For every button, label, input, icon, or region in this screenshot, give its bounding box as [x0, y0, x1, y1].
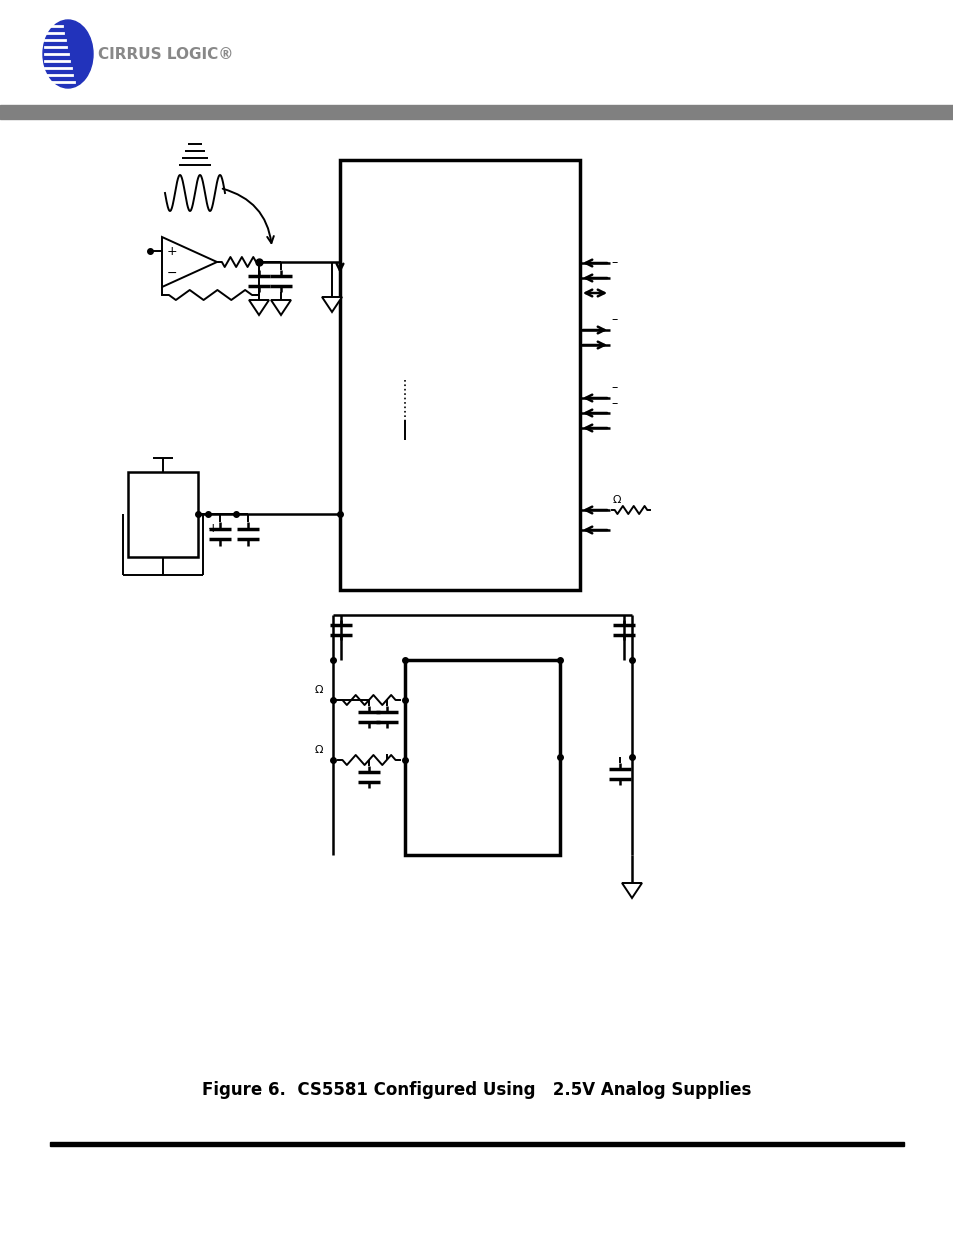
Bar — [405, 659, 559, 855]
Text: Figure 6.  CS5581 Configured Using   2.5V Analog Supplies: Figure 6. CS5581 Configured Using 2.5V A… — [202, 1081, 751, 1099]
Bar — [128, 472, 198, 557]
Text: −: − — [167, 267, 177, 279]
Text: +: + — [167, 245, 177, 258]
Polygon shape — [621, 883, 641, 898]
Text: Ω: Ω — [314, 685, 323, 695]
Text: –: – — [611, 398, 618, 410]
Ellipse shape — [43, 20, 92, 88]
FancyArrowPatch shape — [222, 189, 274, 243]
Bar — [50, 1142, 903, 1146]
Polygon shape — [249, 300, 269, 315]
Text: Ω: Ω — [613, 495, 620, 505]
Polygon shape — [162, 237, 216, 287]
Polygon shape — [322, 296, 341, 312]
Text: +: + — [208, 521, 218, 535]
Bar — [0, 105, 953, 119]
Text: –: – — [611, 256, 618, 269]
Text: –: – — [611, 314, 618, 326]
Polygon shape — [271, 300, 291, 315]
Text: CIRRUS LOGIC®: CIRRUS LOGIC® — [98, 47, 233, 62]
Text: Ω: Ω — [314, 745, 323, 755]
Text: –: – — [611, 382, 618, 394]
Bar — [339, 161, 579, 590]
